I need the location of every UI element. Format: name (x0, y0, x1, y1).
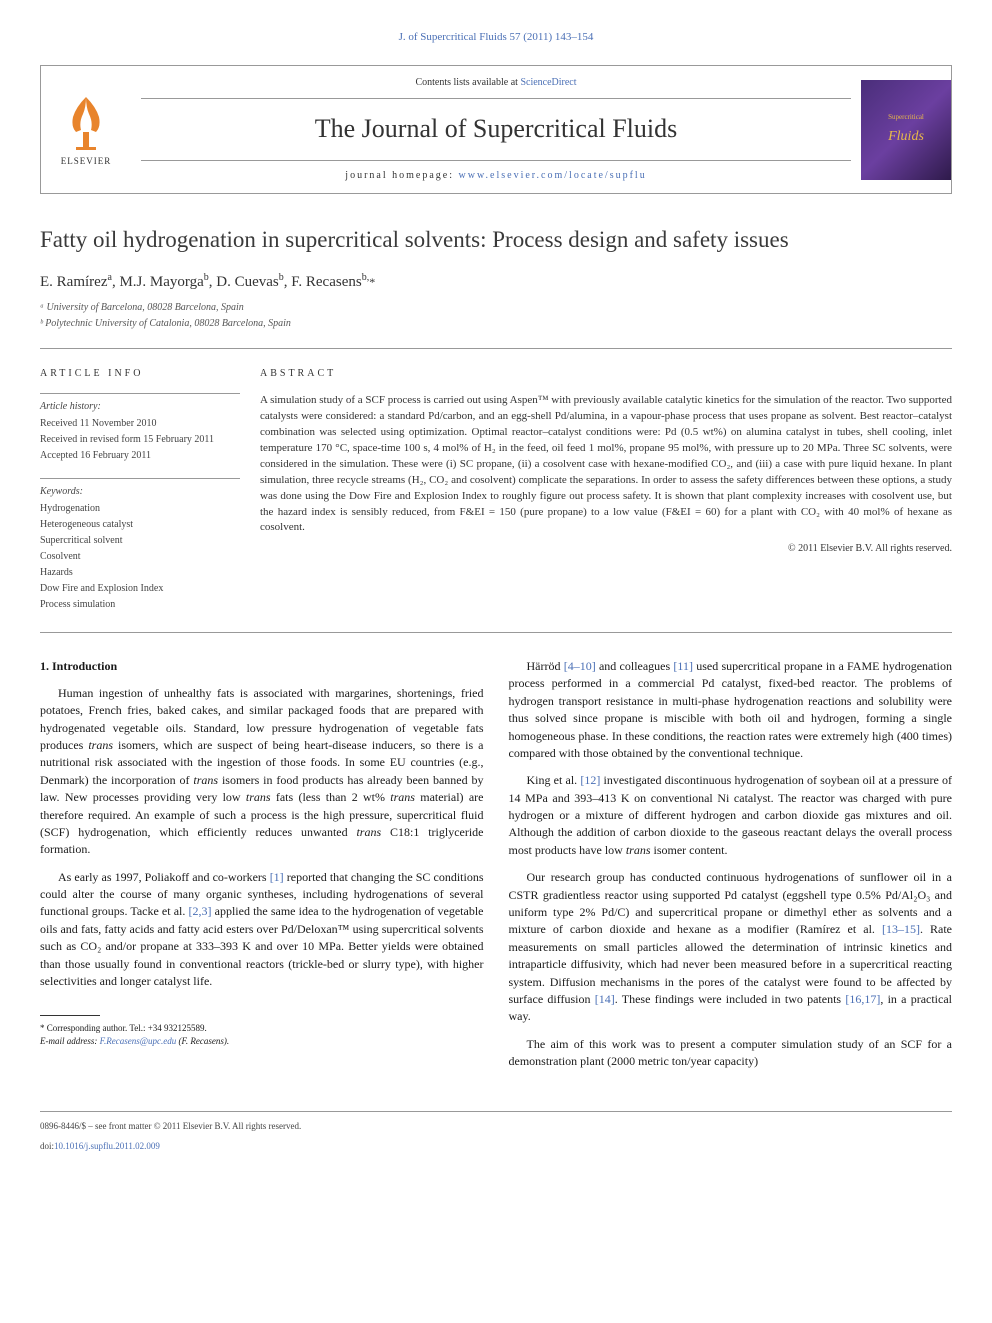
copyright-line: © 2011 Elsevier B.V. All rights reserved… (260, 542, 952, 556)
issn-line: 0896-8446/$ – see front matter © 2011 El… (40, 1120, 952, 1133)
elsevier-label: ELSEVIER (61, 155, 112, 168)
body-para: Human ingestion of unhealthy fats is ass… (40, 685, 484, 859)
journal-header: ELSEVIER Contents lists available at Sci… (40, 65, 952, 193)
keyword: Heterogeneous catalyst (40, 518, 240, 532)
doi-prefix: doi: (40, 1141, 54, 1151)
journal-citation: J. of Supercritical Fluids 57 (2011) 143… (40, 30, 952, 45)
left-column: 1. Introduction Human ingestion of unhea… (40, 658, 484, 1081)
elsevier-logo: ELSEVIER (41, 80, 131, 180)
sciencedirect-link[interactable]: ScienceDirect (520, 77, 576, 88)
doi-line: doi:10.1016/j.supflu.2011.02.009 (40, 1140, 952, 1153)
article-title: Fatty oil hydrogenation in supercritical… (40, 224, 952, 256)
journal-homepage-link[interactable]: www.elsevier.com/locate/supflu (459, 170, 647, 181)
authors-line: E. Ramíreza, M.J. Mayorgab, D. Cuevasb, … (40, 271, 952, 293)
affiliation-b: ᵇ Polytechnic University of Catalonia, 0… (40, 317, 952, 331)
footnote-rule (40, 1015, 100, 1016)
body-para: The aim of this work was to present a co… (509, 1036, 953, 1071)
section-heading-intro: 1. Introduction (40, 658, 484, 675)
right-column: Härröd [4–10] and colleagues [11] used s… (509, 658, 953, 1081)
abstract-block: ABSTRACT A simulation study of a SCF pro… (260, 367, 952, 614)
email-label: E-mail address: (40, 1036, 100, 1046)
affiliations: ᵃ University of Barcelona, 08028 Barcelo… (40, 301, 952, 349)
body-para: As early as 1997, Poliakoff and co-worke… (40, 869, 484, 991)
article-info-sidebar: ARTICLE INFO Article history: Received 1… (40, 367, 260, 614)
body-para: Our research group has conducted continu… (509, 869, 953, 1026)
elsevier-tree-icon (61, 92, 111, 152)
keyword: Cosolvent (40, 550, 240, 564)
journal-header-center: Contents lists available at ScienceDirec… (131, 66, 861, 192)
keyword: Hazards (40, 566, 240, 580)
history-label: Article history: (40, 393, 240, 414)
contents-prefix: Contents lists available at (415, 77, 520, 88)
affiliation-a: ᵃ University of Barcelona, 08028 Barcelo… (40, 301, 952, 315)
page-footer: 0896-8446/$ – see front matter © 2011 El… (40, 1111, 952, 1153)
keyword: Supercritical solvent (40, 534, 240, 548)
info-abstract-block: ARTICLE INFO Article history: Received 1… (40, 367, 952, 633)
cover-title: Fluids (888, 127, 924, 147)
body-para: Härröd [4–10] and colleagues [11] used s… (509, 658, 953, 762)
history-received: Received 11 November 2010 (40, 417, 240, 431)
history-accepted: Accepted 16 February 2011 (40, 449, 240, 463)
corresponding-footnote: * Corresponding author. Tel.: +34 932125… (40, 1022, 484, 1035)
homepage-prefix: journal homepage: (345, 170, 458, 181)
keyword: Hydrogenation (40, 502, 240, 516)
keywords-label: Keywords: (40, 478, 240, 499)
journal-title: The Journal of Supercritical Fluids (141, 111, 851, 147)
body-para: King et al. [12] investigated discontinu… (509, 772, 953, 859)
contents-list-line: Contents lists available at ScienceDirec… (141, 76, 851, 99)
keyword: Process simulation (40, 598, 240, 612)
doi-link[interactable]: 10.1016/j.supflu.2011.02.009 (54, 1141, 160, 1151)
email-link[interactable]: F.Recasens@upc.edu (100, 1036, 177, 1046)
body-columns: 1. Introduction Human ingestion of unhea… (40, 658, 952, 1081)
email-suffix: (F. Recasens). (176, 1036, 229, 1046)
journal-homepage-line: journal homepage: www.elsevier.com/locat… (141, 160, 851, 183)
keyword: Dow Fire and Explosion Index (40, 582, 240, 596)
abstract-text: A simulation study of a SCF process is c… (260, 393, 952, 536)
journal-cover-thumbnail: Supercritical Fluids (861, 80, 951, 180)
journal-page: J. of Supercritical Fluids 57 (2011) 143… (0, 0, 992, 1183)
article-info-label: ARTICLE INFO (40, 367, 240, 381)
cover-label: Supercritical (888, 113, 924, 123)
email-footnote: E-mail address: F.Recasens@upc.edu (F. R… (40, 1035, 484, 1048)
history-revised: Received in revised form 15 February 201… (40, 433, 240, 447)
abstract-label: ABSTRACT (260, 367, 952, 381)
